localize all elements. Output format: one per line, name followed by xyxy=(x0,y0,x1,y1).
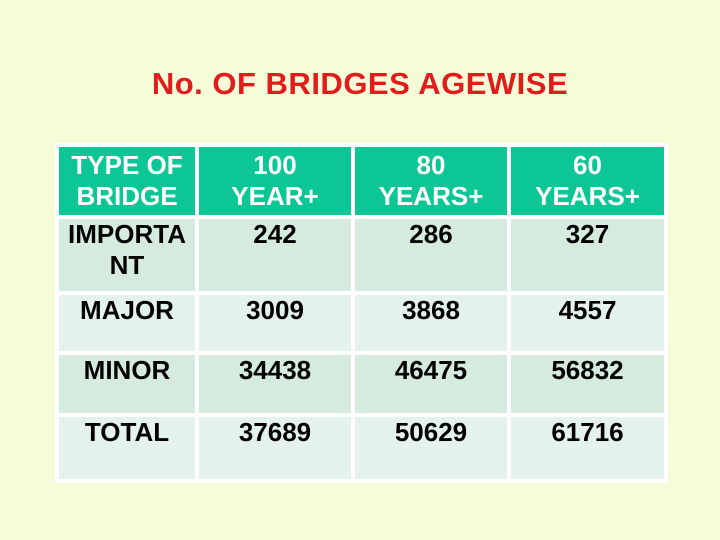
row-label: MAJOR xyxy=(59,295,195,351)
value-cell: 3009 xyxy=(199,295,351,351)
row-label: IMPORTA NT xyxy=(59,219,195,291)
value-cell: 4557 xyxy=(511,295,664,351)
table-row-total: TOTAL 37689 50629 61716 xyxy=(59,417,664,479)
value-cell: 56832 xyxy=(511,355,664,413)
slide-title: No. OF BRIDGES AGEWISE xyxy=(151,66,569,101)
table-row-major: MAJOR 3009 3868 4557 xyxy=(59,295,664,351)
value-cell: 34438 xyxy=(199,355,351,413)
header-cell-100-year: 100 YEAR+ xyxy=(199,147,351,215)
row-label: TOTAL xyxy=(59,417,195,479)
value-cell: 286 xyxy=(355,219,507,291)
row-label: MINOR xyxy=(59,355,195,413)
value-cell: 37689 xyxy=(199,417,351,479)
value-cell: 50629 xyxy=(355,417,507,479)
value-cell: 46475 xyxy=(355,355,507,413)
value-cell: 3868 xyxy=(355,295,507,351)
table-header-row: TYPE OF BRIDGE 100 YEAR+ 80 YEARS+ 60 YE… xyxy=(59,147,664,215)
value-cell: 242 xyxy=(199,219,351,291)
header-cell-60-years: 60 YEARS+ xyxy=(511,147,664,215)
bridges-agewise-table: TYPE OF BRIDGE 100 YEAR+ 80 YEARS+ 60 YE… xyxy=(55,143,668,483)
value-cell: 61716 xyxy=(511,417,664,479)
table-row-important: IMPORTA NT 242 286 327 xyxy=(59,219,664,291)
header-cell-type-of-bridge: TYPE OF BRIDGE xyxy=(59,147,195,215)
value-cell: 327 xyxy=(511,219,664,291)
header-cell-80-years: 80 YEARS+ xyxy=(355,147,507,215)
table-row-minor: MINOR 34438 46475 56832 xyxy=(59,355,664,413)
